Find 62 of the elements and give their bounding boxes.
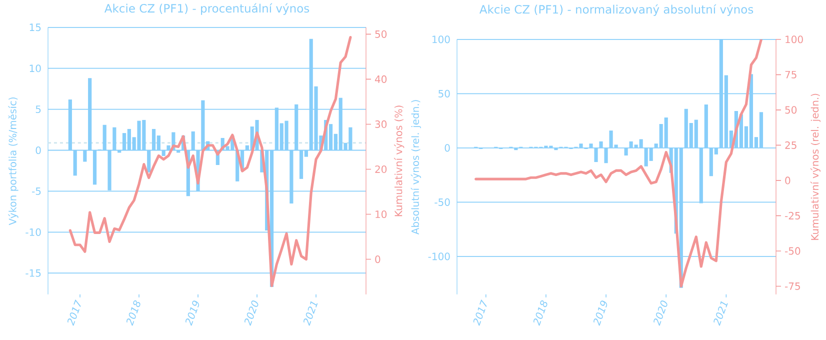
y2-tick-label: 75 <box>785 70 796 78</box>
bar <box>112 127 116 150</box>
x-tick-label: 2017 <box>67 299 81 326</box>
bar <box>73 150 77 176</box>
y2-tick-label: -50 <box>784 246 800 255</box>
y-tick-label: 0 <box>444 144 450 152</box>
bar <box>294 104 298 150</box>
bar <box>599 141 603 148</box>
bar <box>147 150 151 172</box>
chart-title: Akcie CZ (PF1) - procentuální výnos <box>104 3 310 15</box>
y-tick-label: -15 <box>26 269 41 277</box>
x-tick-label: 2020 <box>654 300 668 326</box>
y2-tick-label: 30 <box>375 120 387 128</box>
bar <box>624 148 628 156</box>
y-tick-label: -5 <box>32 187 41 195</box>
y2-tick-label: 0 <box>375 255 380 263</box>
y2-tick-label: 0 <box>785 176 790 184</box>
y-tick-label: -10 <box>26 228 41 236</box>
y2-tick-label: -75 <box>784 282 800 290</box>
y2-tick-label: 25 <box>785 141 796 149</box>
y-tick-label: 10 <box>30 64 41 72</box>
bar <box>191 131 195 150</box>
y-tick-label: 0 <box>36 146 41 154</box>
bar <box>92 150 97 184</box>
x-tick-label: 2017 <box>473 299 487 326</box>
x-tick-label: 2018 <box>533 300 548 326</box>
x-tick-label: 2021 <box>714 301 728 326</box>
x-tick-label: 2018 <box>126 300 140 326</box>
y2-axis-title: Kumulativní výnos (rel. jedn.) <box>810 94 821 240</box>
bar <box>290 150 294 204</box>
x-tick-label: 2019 <box>185 300 200 326</box>
y-tick-label: 50 <box>438 90 450 98</box>
y2-tick-label: 10 <box>376 210 387 218</box>
y-tick-label: 5 <box>36 105 41 113</box>
bar <box>162 150 166 156</box>
y-axis-title: Absolutní výnos (rel. jedn.) <box>410 100 421 234</box>
y2-tick-label: 50 <box>785 106 797 114</box>
y-tick-label: -50 <box>434 198 450 206</box>
bar <box>604 148 608 163</box>
bar <box>83 150 87 162</box>
x-tick-label: 2019 <box>594 300 608 326</box>
chart-title: Akcie CZ (PF1) - normalizovaný absolutní výnos <box>479 4 754 16</box>
bar <box>108 150 112 190</box>
y-tick-label: 15 <box>30 23 41 31</box>
bar <box>589 143 593 148</box>
bar <box>68 99 72 150</box>
y-tick-label: 100 <box>432 35 450 43</box>
y2-tick-label: 40 <box>374 75 387 83</box>
y2-tick-label: 100 <box>786 35 803 43</box>
x-tick-label: 2021 <box>304 301 318 326</box>
bar <box>88 78 92 150</box>
bar <box>594 148 598 162</box>
y-axis-title: Výkon portfolia (%/měsíc) <box>8 97 18 225</box>
y-tick-label: -100 <box>428 252 450 260</box>
y2-axis-title: Kumulativní výnos (%) <box>394 105 404 216</box>
bar <box>704 104 708 148</box>
y2-tick-label: 20 <box>375 165 387 173</box>
line-series <box>68 36 352 287</box>
y2-tick-label: -25 <box>784 212 800 220</box>
x-tick-label: 2020 <box>244 300 258 326</box>
y2-tick-label: 50 <box>375 30 387 38</box>
bar <box>699 148 703 204</box>
